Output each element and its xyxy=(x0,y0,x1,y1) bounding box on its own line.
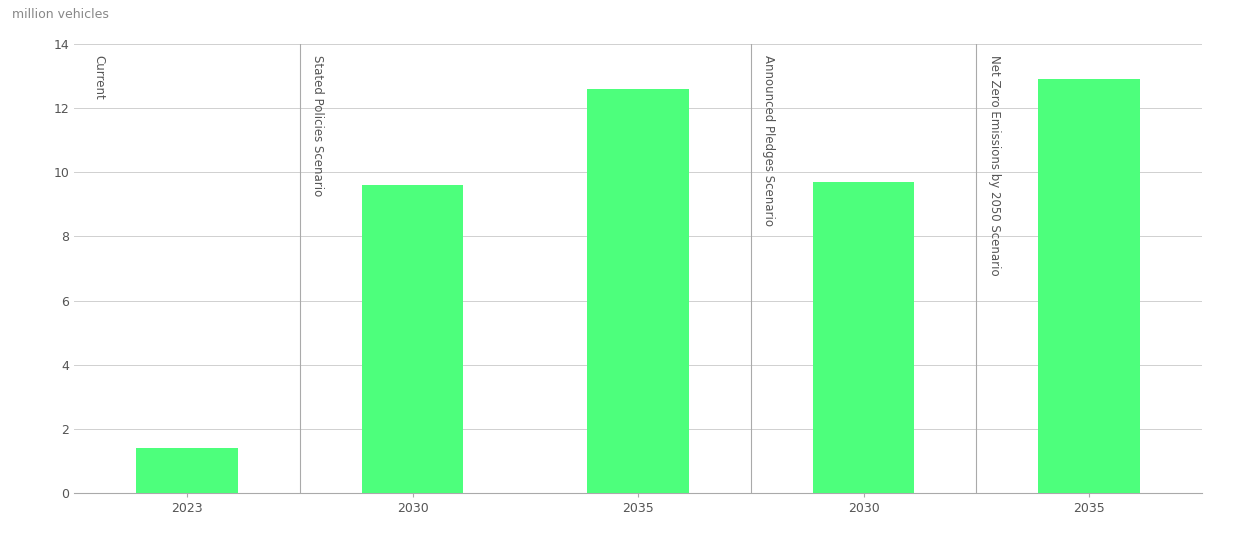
Text: million vehicles: million vehicles xyxy=(12,8,109,21)
Bar xyxy=(362,185,463,493)
Text: Net Zero Emissions by 2050 Scenario: Net Zero Emissions by 2050 Scenario xyxy=(987,55,1001,276)
Text: Current: Current xyxy=(93,55,105,100)
Bar xyxy=(587,89,689,493)
Bar xyxy=(136,448,238,493)
Bar xyxy=(813,182,914,493)
Bar xyxy=(1038,79,1140,493)
Text: Announced Pledges Scenario: Announced Pledges Scenario xyxy=(762,55,776,226)
Text: Stated Policies Scenario: Stated Policies Scenario xyxy=(311,55,325,196)
